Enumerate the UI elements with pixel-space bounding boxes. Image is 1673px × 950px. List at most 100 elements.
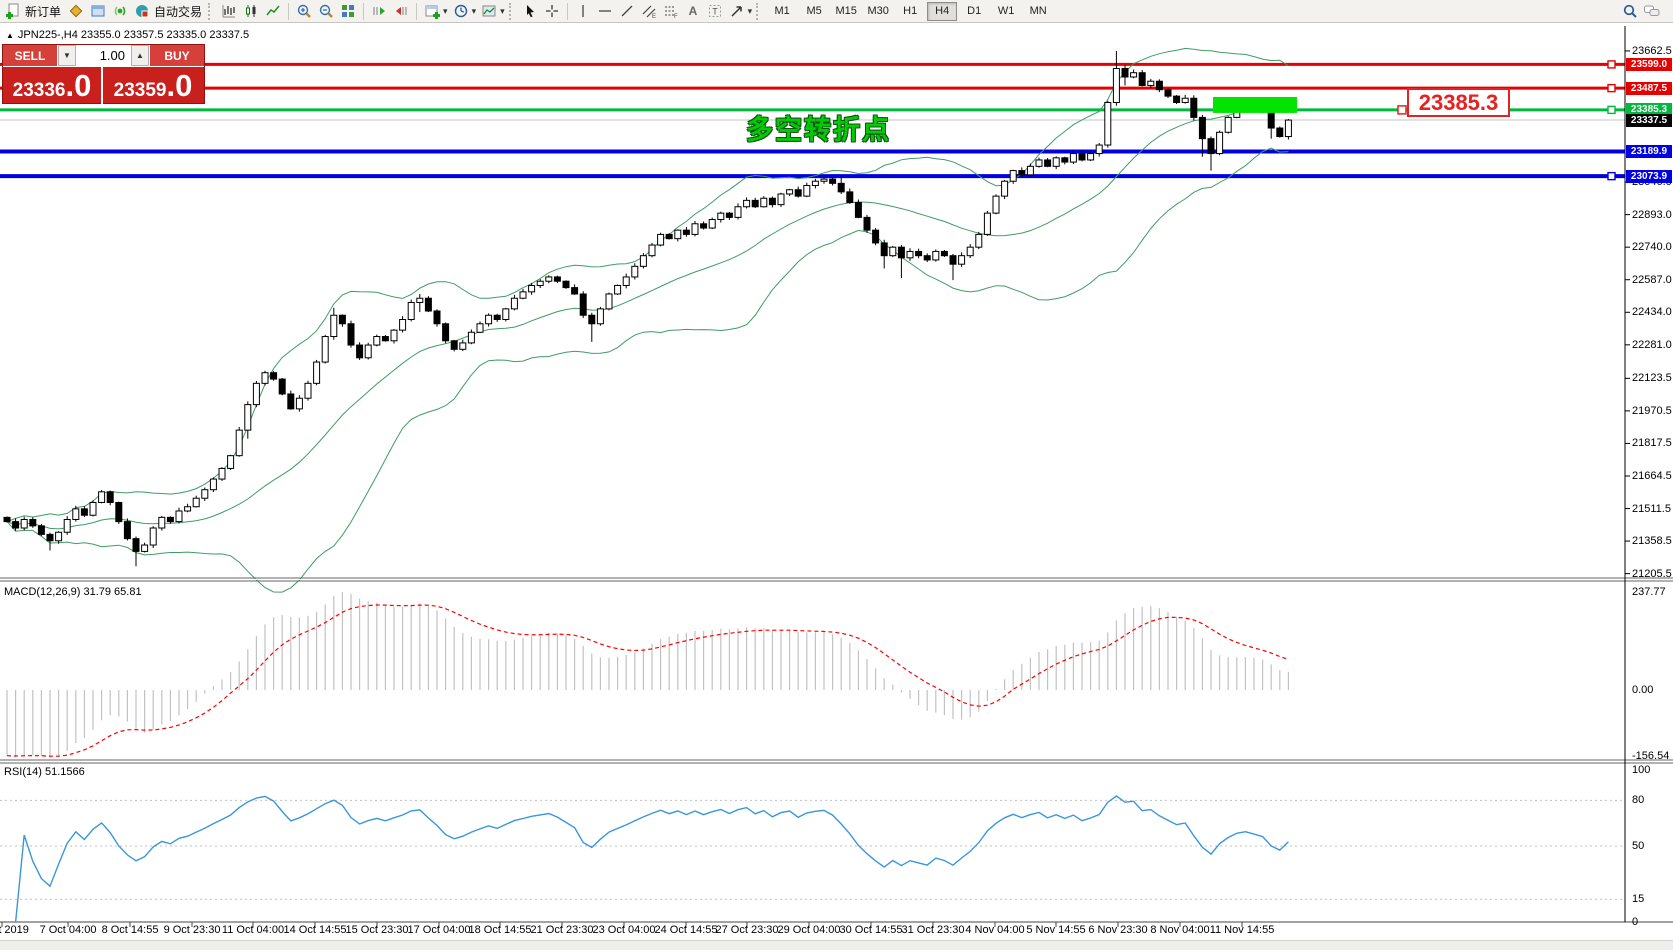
candlestick-chart-icon[interactable] xyxy=(240,2,262,21)
time-axis-label: 21 Oct 23:30 xyxy=(530,924,594,936)
candle-body xyxy=(923,255,931,261)
auto-scroll-icon[interactable] xyxy=(368,2,390,21)
line-handle[interactable] xyxy=(1607,83,1616,93)
arrows-tool-icon[interactable] xyxy=(726,2,748,21)
candle-body xyxy=(3,516,11,523)
volume-value[interactable]: 1.00 xyxy=(99,48,125,63)
timeframe-button-mn[interactable]: MN xyxy=(1029,5,1047,17)
period-dropdown[interactable]: ▾ xyxy=(471,5,477,16)
chart-annotation-text[interactable]: 多空转折点 xyxy=(746,115,891,145)
buy-button[interactable]: BUY xyxy=(149,45,204,66)
channel-tool-icon[interactable]: E xyxy=(638,2,660,21)
volume-down-button[interactable]: ▼ xyxy=(58,45,76,66)
candle-body xyxy=(1035,159,1043,167)
candle-body xyxy=(1104,102,1112,146)
new-chart-icon[interactable] xyxy=(421,2,443,21)
candle-body xyxy=(1001,180,1009,197)
candle-body xyxy=(467,331,475,344)
sell-price[interactable]: 23336.0 xyxy=(3,67,103,104)
candle-body xyxy=(390,329,398,342)
timeframe-button-m30[interactable]: M30 xyxy=(867,5,889,17)
toolbar-grip[interactable] xyxy=(508,2,515,20)
fibonacci-tool-icon[interactable]: F xyxy=(660,2,682,21)
rsi-axis-label: 0 xyxy=(1632,916,1639,928)
chat-icon[interactable] xyxy=(1641,2,1663,21)
cursor-icon[interactable] xyxy=(519,2,541,21)
candle-body xyxy=(261,372,269,384)
tile-windows-icon[interactable] xyxy=(337,2,359,21)
highlight-rectangle-object[interactable] xyxy=(1213,96,1297,113)
timeframe-button-w1[interactable]: W1 xyxy=(997,5,1015,17)
line-handle[interactable] xyxy=(1607,60,1616,69)
profiles-icon[interactable] xyxy=(65,2,87,21)
signals-icon[interactable] xyxy=(109,2,131,21)
buy-price[interactable]: 23359.0 xyxy=(103,67,203,104)
rsi-axis-label: 15 xyxy=(1632,893,1645,906)
text-tool-icon[interactable]: A xyxy=(682,2,704,21)
rsi-axis-label: 100 xyxy=(1632,764,1651,776)
new-order-icon[interactable] xyxy=(2,2,24,21)
crosshair-icon[interactable] xyxy=(541,2,563,21)
zoom-in-icon[interactable] xyxy=(293,2,315,21)
bollinger-band-line xyxy=(6,47,1289,523)
rsi-line xyxy=(14,795,1289,923)
candle-body xyxy=(321,336,329,363)
toolbar-grip[interactable] xyxy=(756,2,762,20)
new-chart-dropdown[interactable]: ▾ xyxy=(443,5,448,16)
candle-body xyxy=(63,518,71,533)
callout-anchor-handle[interactable] xyxy=(1397,105,1407,115)
macd-axis-zero: 0.00 xyxy=(1632,684,1654,696)
line-price-tag: 23599.0 xyxy=(1626,57,1672,71)
price-callout-box[interactable]: 23385.3 xyxy=(1407,88,1510,117)
candle-body xyxy=(123,521,131,540)
candle-body xyxy=(227,455,235,469)
new-order-button[interactable]: 新订单 xyxy=(25,4,62,19)
candle-body xyxy=(1284,119,1292,138)
bar-chart-icon[interactable] xyxy=(218,2,240,21)
text-label-tool-icon[interactable]: T xyxy=(704,2,726,21)
template-icon[interactable] xyxy=(478,2,500,21)
timeframe-button-m5[interactable]: M5 xyxy=(806,5,822,17)
candle-body xyxy=(295,397,303,410)
arrows-dropdown[interactable]: ▾ xyxy=(747,5,753,16)
search-icon[interactable] xyxy=(1619,2,1641,21)
candle-body xyxy=(252,382,260,406)
timeframe-button-h4[interactable]: H4 xyxy=(927,2,958,21)
market-watch-icon[interactable] xyxy=(87,2,109,21)
timeframe-button-d1[interactable]: D1 xyxy=(967,5,982,17)
chart-shift-icon[interactable] xyxy=(390,2,412,21)
trendline-tool-icon[interactable] xyxy=(616,2,638,21)
zoom-out-icon[interactable] xyxy=(315,2,337,21)
candle-body xyxy=(330,314,338,338)
line-handle[interactable] xyxy=(1607,171,1616,181)
autotrade-button[interactable]: 自动交易 xyxy=(154,4,203,19)
candle-body xyxy=(932,250,940,261)
candle-body xyxy=(657,233,665,246)
volume-up-button[interactable]: ▲ xyxy=(131,45,149,66)
timeframe-button-h1[interactable]: H1 xyxy=(903,5,918,17)
price-tick-label: 21358.5 xyxy=(1632,535,1672,548)
candle-body xyxy=(691,223,699,235)
candle-body xyxy=(897,246,905,259)
collapse-arrow-icon[interactable]: ▲ xyxy=(6,31,14,40)
candle-body xyxy=(940,250,948,257)
macd-axis-max: 237.77 xyxy=(1632,586,1666,598)
time-axis-label: 24 Oct 14:55 xyxy=(654,924,718,936)
macd-signal-line xyxy=(6,604,1289,757)
candle-body xyxy=(605,293,613,310)
candle-body xyxy=(545,276,553,282)
line-handle[interactable] xyxy=(1607,105,1616,115)
period-clock-icon[interactable] xyxy=(450,2,472,21)
toolbar-grip[interactable] xyxy=(208,2,214,20)
sell-button[interactable]: SELL xyxy=(3,45,58,66)
horizontal-line-tool-icon[interactable] xyxy=(594,2,616,21)
candle-body xyxy=(648,244,656,257)
autotrade-icon[interactable] xyxy=(131,2,153,21)
line-chart-icon[interactable] xyxy=(262,2,284,21)
template-dropdown[interactable]: ▾ xyxy=(500,5,505,16)
candle-body xyxy=(476,323,484,333)
timeframe-button-m15[interactable]: M15 xyxy=(835,5,857,17)
chart-canvas[interactable] xyxy=(0,24,1673,949)
vertical-line-tool-icon[interactable] xyxy=(572,2,594,21)
timeframe-button-m1[interactable]: M1 xyxy=(774,5,790,17)
